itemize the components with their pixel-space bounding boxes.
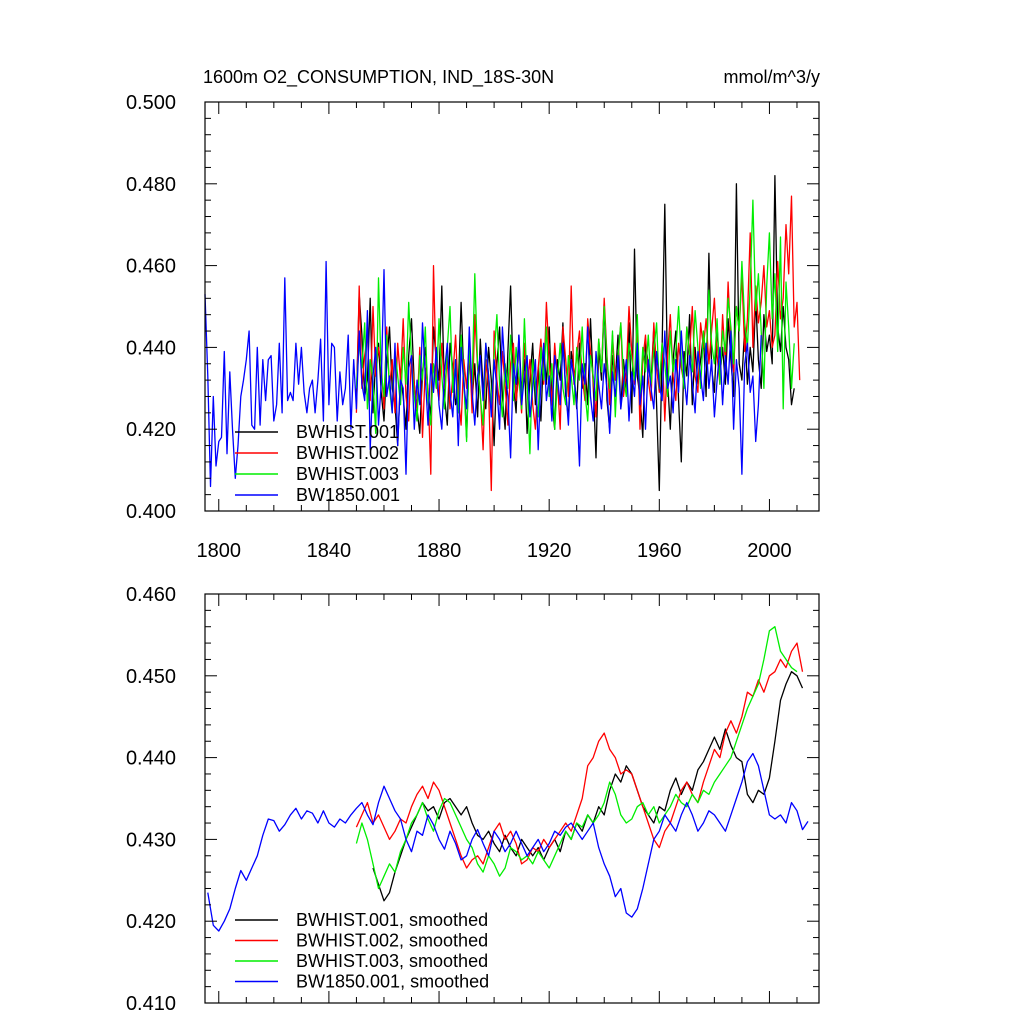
series-line-1-2 xyxy=(355,626,798,890)
x-tick-label: 1800 xyxy=(197,540,242,562)
top-axis-ticks xyxy=(205,101,819,512)
y-tick-label: 0.450 xyxy=(126,666,176,688)
y-tick-label: 0.420 xyxy=(126,911,176,933)
bottom-axis-ticks xyxy=(205,593,819,1004)
top-series-lines xyxy=(204,174,801,492)
bottom-y-tick-labels: 0.410 0.420 0.430 0.440 0.450 0.460 xyxy=(126,584,176,1015)
y-tick-label: 0.410 xyxy=(126,993,176,1015)
chart-title: 1600m O2_CONSUMPTION, IND_18S-30N xyxy=(203,67,554,88)
units-label: mmol/m^3/y xyxy=(724,67,820,87)
y-tick-label: 0.440 xyxy=(126,337,176,359)
series-line-0-2 xyxy=(355,199,795,455)
legend-label: BW1850.001 xyxy=(296,485,400,505)
top-plot-frame xyxy=(204,101,820,512)
y-tick-label: 0.440 xyxy=(126,748,176,770)
y-tick-label: 0.480 xyxy=(126,174,176,196)
bottom-panel: 0.410 0.420 0.430 0.440 0.450 0.460 BWHIST.00… xyxy=(126,584,820,1015)
legend-label: BW1850.001, smoothed xyxy=(296,972,489,992)
legend-label: BWHIST.003 xyxy=(296,464,399,484)
legend-label: BWHIST.001 xyxy=(296,422,399,442)
y-tick-label: 0.460 xyxy=(126,584,176,606)
y-tick-label: 0.460 xyxy=(126,256,176,278)
y-tick-label: 0.400 xyxy=(126,501,176,523)
series-line-1-3 xyxy=(207,752,809,932)
x-tick-label: 2000 xyxy=(747,540,792,562)
top-x-tick-labels: 1800 1840 1880 1920 1960 2000 xyxy=(197,540,792,562)
y-tick-label: 0.500 xyxy=(126,92,176,114)
series-line-1-0 xyxy=(372,671,804,902)
x-tick-label: 1920 xyxy=(527,540,572,562)
legend-label: BWHIST.002, smoothed xyxy=(296,931,488,951)
legend-label: BWHIST.001, smoothed xyxy=(296,910,488,930)
series-line-0-3 xyxy=(204,260,762,488)
x-tick-label: 1880 xyxy=(417,540,462,562)
x-tick-label: 1960 xyxy=(637,540,682,562)
series-line-1-1 xyxy=(355,642,804,869)
y-tick-label: 0.430 xyxy=(126,829,176,851)
x-tick-label: 1840 xyxy=(307,540,352,562)
legend-label: BWHIST.003, smoothed xyxy=(296,951,488,971)
bottom-series-lines xyxy=(207,626,809,932)
top-y-tick-labels: 0.400 0.420 0.440 0.460 0.480 0.500 xyxy=(126,92,176,523)
legend-label: BWHIST.002 xyxy=(296,443,399,463)
top-panel: 1600m O2_CONSUMPTION, IND_18S-30N mmol/m… xyxy=(126,67,820,562)
bottom-plot-frame xyxy=(204,593,820,1004)
y-tick-label: 0.420 xyxy=(126,419,176,441)
